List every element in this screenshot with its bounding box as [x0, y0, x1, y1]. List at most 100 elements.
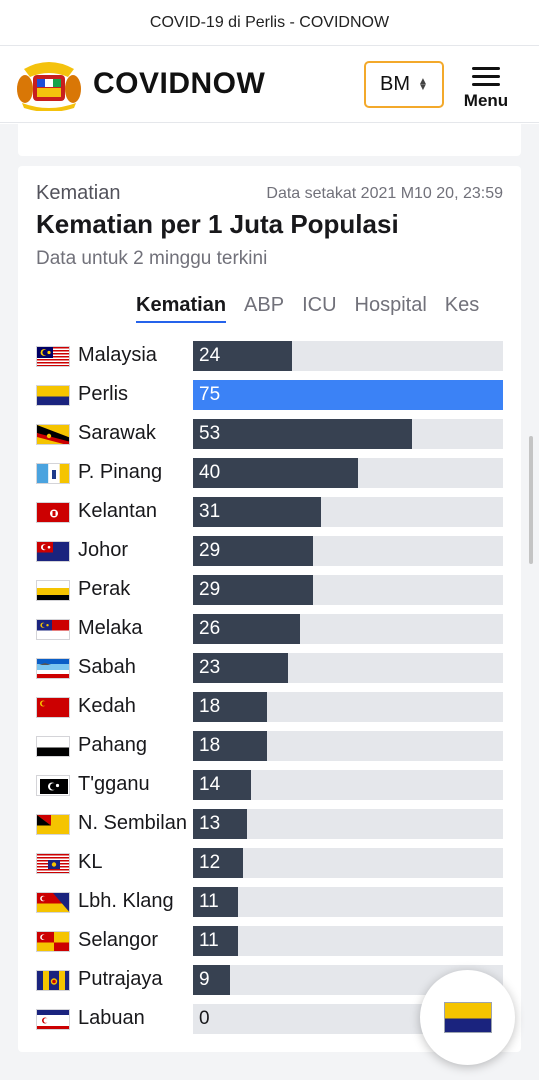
bar	[193, 770, 251, 800]
bar	[193, 965, 230, 995]
bar-track: 11	[193, 887, 503, 917]
bar	[193, 731, 267, 761]
kelantan-flag-icon	[36, 502, 70, 523]
state-label: Melaka	[78, 617, 143, 639]
chart-row[interactable]: Melaka 26	[36, 613, 503, 652]
value-label: 29	[199, 579, 221, 600]
state-label: T'gganu	[78, 773, 150, 795]
state-label: Sarawak	[78, 422, 156, 444]
bar	[193, 575, 313, 605]
state-bar-chart: Malaysia 24 Perlis 75 Sarawak 53 P. Pinang 40 Ke…	[36, 340, 503, 1042]
sarawak-flag-icon	[36, 424, 70, 445]
state-label: Pahang	[78, 734, 147, 756]
state-label: Kedah	[78, 695, 136, 717]
bar-track: 18	[193, 692, 503, 722]
chart-row[interactable]: Kelantan 31	[36, 496, 503, 535]
browser-title: COVID-19 di Perlis - COVIDNOW	[149, 13, 390, 31]
bar	[193, 458, 358, 488]
bar-track: 31	[193, 497, 503, 527]
penang-flag-icon	[36, 463, 70, 484]
value-label: 29	[199, 540, 221, 561]
state-label: Lbh. Klang	[78, 890, 174, 912]
card-title: Kematian per 1 Juta Populasi	[36, 209, 399, 239]
hamburger-icon	[472, 67, 500, 86]
bar-track: 14	[193, 770, 503, 800]
previous-card-bottom	[18, 124, 521, 156]
tab-kes[interactable]: Kes	[444, 294, 480, 316]
value-label: 14	[199, 774, 221, 795]
bar	[193, 926, 238, 956]
state-label: Malaysia	[78, 344, 157, 366]
card-eyebrow: Kematian	[36, 182, 121, 204]
state-label: Johor	[78, 539, 129, 561]
language-value: BM	[380, 73, 411, 95]
value-label: 18	[199, 735, 221, 756]
scrollbar[interactable]	[529, 436, 533, 564]
bar	[193, 380, 503, 410]
chart-row[interactable]: Perlis 75	[36, 379, 503, 418]
value-label: 23	[199, 657, 221, 678]
chart-row[interactable]: Perak 29	[36, 574, 503, 613]
menu-label: Menu	[463, 91, 509, 110]
menu-button[interactable]: Menu	[458, 63, 514, 113]
bar-track: 75	[193, 380, 503, 410]
chart-row[interactable]: P. Pinang 40	[36, 457, 503, 496]
pahang-flag-icon	[36, 736, 70, 757]
bar	[193, 692, 267, 722]
chart-row[interactable]: KL 12	[36, 847, 503, 886]
malaysia-coat-of-arms-icon[interactable]	[16, 59, 82, 112]
value-label: 40	[199, 462, 221, 483]
state-label: Selangor	[78, 929, 159, 951]
value-label: 9	[199, 969, 210, 990]
tab-icu[interactable]: ICU	[302, 294, 337, 316]
site-header: COVIDNOW BM ▲ ▼ Menu	[0, 47, 539, 123]
bar	[193, 653, 288, 683]
bar	[193, 341, 292, 371]
state-flag-button[interactable]	[420, 970, 515, 1065]
value-label: 75	[199, 384, 221, 405]
state-label: N. Sembilan	[78, 812, 187, 834]
labuan-flag-icon	[36, 1009, 70, 1030]
terengganu-flag-icon	[36, 775, 70, 796]
chart-row[interactable]: N. Sembilan 13	[36, 808, 503, 847]
chart-row[interactable]: T'gganu 14	[36, 769, 503, 808]
perlis-flag-icon	[36, 385, 70, 406]
state-label: KL	[78, 851, 103, 873]
negeri-sembilan-flag-icon	[36, 814, 70, 835]
value-label: 12	[199, 852, 221, 873]
bar-track: 11	[193, 926, 503, 956]
melaka-flag-icon	[36, 619, 70, 640]
value-label: 53	[199, 423, 221, 444]
chart-row[interactable]: Lbh. Klang 11	[36, 886, 503, 925]
value-label: 11	[199, 891, 219, 912]
chart-row[interactable]: Sarawak 53	[36, 418, 503, 457]
bar-track: 23	[193, 653, 503, 683]
value-label: 13	[199, 813, 221, 834]
chart-row[interactable]: Malaysia 24	[36, 340, 503, 379]
value-label: 11	[199, 930, 219, 951]
bar-track: 29	[193, 575, 503, 605]
chart-row[interactable]: Johor 29	[36, 535, 503, 574]
malaysia-flag-icon	[36, 346, 70, 367]
browser-title-bar: COVID-19 di Perlis - COVIDNOW	[0, 0, 539, 46]
klang-valley-flag-icon	[36, 892, 70, 913]
tab-hospital[interactable]: Hospital	[354, 294, 427, 316]
bar	[193, 419, 412, 449]
bar-track: 12	[193, 848, 503, 878]
tab-kematian[interactable]: Kematian	[136, 294, 227, 323]
chart-row[interactable]: Selangor 11	[36, 925, 503, 964]
select-arrows-icon: ▲ ▼	[418, 75, 428, 93]
chart-row[interactable]: Kedah 18	[36, 691, 503, 730]
state-label: P. Pinang	[78, 461, 163, 483]
language-select[interactable]: BM ▲ ▼	[364, 61, 444, 108]
value-label: 18	[199, 696, 221, 717]
brand-name[interactable]: COVIDNOW	[93, 67, 266, 100]
chart-row[interactable]: Pahang 18	[36, 730, 503, 769]
sabah-flag-icon	[36, 658, 70, 679]
perlis-flag-icon	[443, 1002, 492, 1033]
bar-track: 24	[193, 341, 503, 371]
kedah-flag-icon	[36, 697, 70, 718]
tab-abp[interactable]: ABP	[244, 294, 285, 316]
bar	[193, 497, 321, 527]
chart-row[interactable]: Sabah 23	[36, 652, 503, 691]
